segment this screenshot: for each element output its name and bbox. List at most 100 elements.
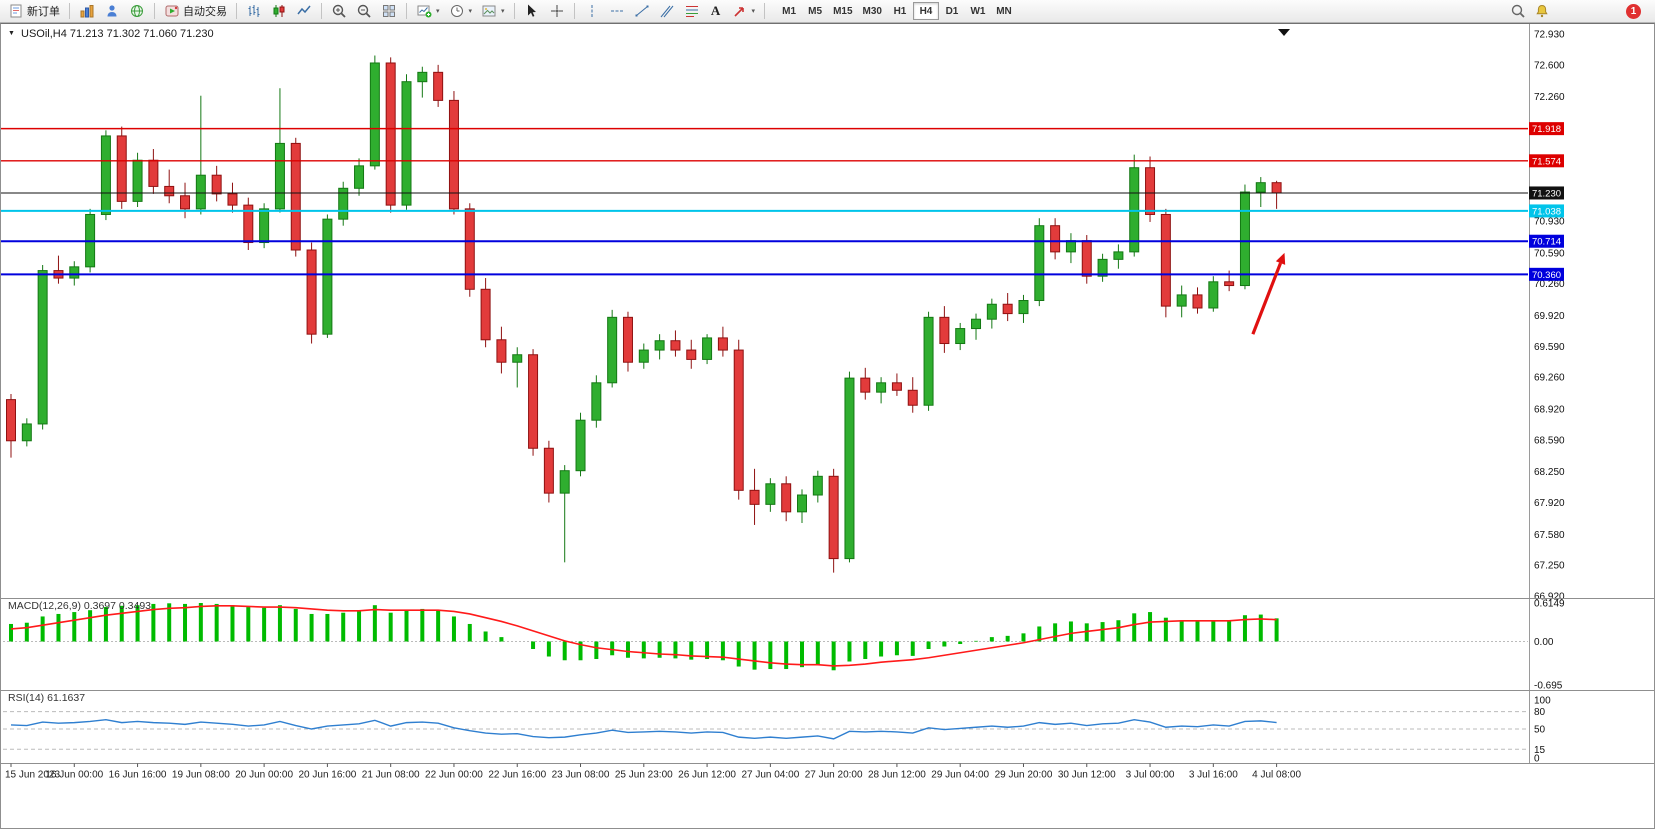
toolbar-separator xyxy=(764,3,766,19)
timeframe-m30-button[interactable]: M30 xyxy=(858,2,887,20)
timeframe-m15-button[interactable]: M15 xyxy=(828,2,857,20)
toolbar-separator xyxy=(513,3,515,19)
timeframe-d1-button[interactable]: D1 xyxy=(939,2,965,20)
bear-candle xyxy=(211,174,222,195)
zoom-out-button[interactable] xyxy=(352,1,376,21)
red-arrow-head[interactable] xyxy=(1275,252,1286,265)
dropdown-caret-icon: ▾ xyxy=(501,8,505,15)
new-order-button[interactable]: 新订单 xyxy=(4,1,64,21)
auto-trading-button[interactable]: 自动交易 xyxy=(160,1,231,21)
toolbar-separator xyxy=(236,3,237,19)
bull-candle xyxy=(369,62,380,167)
fibonacci-icon xyxy=(685,6,698,17)
new-chart-icon xyxy=(417,5,432,18)
chart-shift-icon[interactable] xyxy=(1278,29,1290,36)
current-price-line-badge xyxy=(1529,186,1564,200)
time-axis-label: 29 Jun 20:00 xyxy=(995,770,1053,781)
bull-candle xyxy=(401,81,412,206)
bull-candle xyxy=(195,174,206,210)
notifications-button[interactable] xyxy=(1530,1,1554,21)
bull-candle xyxy=(1034,225,1045,302)
timeframe-m5-button[interactable]: M5 xyxy=(802,2,828,20)
bear-candle xyxy=(686,349,697,360)
channel-button[interactable] xyxy=(655,1,679,21)
toolbar-separator xyxy=(69,3,70,19)
channel-icon xyxy=(660,5,673,18)
bear-candle xyxy=(1271,182,1282,194)
price-axis-label: 68.250 xyxy=(1534,467,1565,478)
bull-candle xyxy=(702,337,713,360)
candlestick-chart-button[interactable] xyxy=(267,1,291,21)
tile-windows-button[interactable] xyxy=(377,1,401,21)
bull-candle xyxy=(1097,258,1108,277)
timeframe-w1-button[interactable]: W1 xyxy=(965,2,991,20)
time-axis-label: 19 Jun 08:00 xyxy=(172,770,230,781)
bear-candle xyxy=(306,249,317,335)
bull-candle xyxy=(1255,182,1266,193)
search-button[interactable] xyxy=(1506,1,1530,21)
bear-candle xyxy=(148,159,159,187)
bear-candle xyxy=(180,195,191,210)
arrows-tool-button[interactable]: ▾ xyxy=(728,1,760,21)
price-axis-label: 72.600 xyxy=(1534,60,1565,71)
macd-histogram xyxy=(9,602,1279,671)
rsi-axis-label: 0 xyxy=(1534,754,1540,765)
bull-candle xyxy=(575,419,586,472)
line-chart-button[interactable] xyxy=(292,1,316,21)
price-badge-label: 71.918 xyxy=(1532,124,1561,135)
profile-button[interactable] xyxy=(100,1,124,21)
bear-candle xyxy=(243,204,254,244)
price-axis-label: 70.590 xyxy=(1534,248,1565,259)
bull-candle xyxy=(654,340,665,351)
chart-canvas[interactable]: 72.930 72.600 72.260 70.930 70.590 70.260 69.9… xyxy=(1,24,1655,830)
candlestick-chart-icon xyxy=(273,5,285,17)
bear-candle xyxy=(749,489,760,505)
bear-candle xyxy=(622,316,633,363)
bear-candle xyxy=(6,399,16,442)
time-axis-label: 20 Jun 16:00 xyxy=(298,770,356,781)
timeframe-h4-button[interactable]: H4 xyxy=(912,2,939,20)
new-chart-button[interactable]: ▾ xyxy=(412,1,444,21)
trendline-button[interactable] xyxy=(630,1,654,21)
fibonacci-button[interactable] xyxy=(680,1,704,21)
time-axis-label: 27 Jun 20:00 xyxy=(805,770,863,781)
timeframe-m1-button[interactable]: M1 xyxy=(776,2,802,20)
bull-candle xyxy=(259,208,270,244)
bull-candle xyxy=(21,423,32,442)
bear-candle xyxy=(1002,303,1013,315)
web-community-button[interactable] xyxy=(125,1,149,21)
bear-candle xyxy=(164,185,175,197)
bear-candle xyxy=(1160,213,1171,307)
periods-button[interactable]: ▾ xyxy=(445,1,477,21)
timeframe-h1-button[interactable]: H1 xyxy=(887,2,913,20)
horizontal-line-button[interactable] xyxy=(605,1,629,21)
notification-badge[interactable]: 1 xyxy=(1626,3,1641,19)
bull-candle xyxy=(1018,300,1029,315)
price-axis-label: 69.590 xyxy=(1534,342,1565,353)
text-tool-button[interactable]: A xyxy=(705,1,727,21)
red-arrow[interactable] xyxy=(1251,262,1283,335)
bull-candle xyxy=(354,165,365,189)
crosshair-button[interactable] xyxy=(545,1,569,21)
templates-button[interactable]: ▾ xyxy=(477,1,509,21)
symbol-dropdown-icon[interactable]: ▼ xyxy=(8,30,15,37)
time-axis-label: 29 Jun 04:00 xyxy=(931,770,989,781)
bull-candle xyxy=(955,328,966,345)
market-watch-button[interactable] xyxy=(75,1,99,21)
bar-chart-button[interactable] xyxy=(242,1,266,21)
bear-candle xyxy=(464,208,475,290)
bear-candle xyxy=(480,288,491,341)
price-badge-label: 71.038 xyxy=(1532,206,1561,217)
zoom-in-button[interactable] xyxy=(327,1,351,21)
timeframe-toolbar: M1 M5 M15 M30 H1 H4 D1 W1 MN xyxy=(776,2,1017,20)
bear-candle xyxy=(1081,240,1092,277)
bell-icon xyxy=(1536,4,1548,18)
vertical-line-button[interactable] xyxy=(580,1,604,21)
arrow-tool-icon xyxy=(733,7,744,17)
cursor-button[interactable] xyxy=(520,1,544,21)
tile-windows-icon xyxy=(383,5,395,17)
resistance-line-71574-badge xyxy=(1529,154,1564,168)
macd-axis-label: 0.6149 xyxy=(1534,599,1565,610)
timeframe-mn-button[interactable]: MN xyxy=(991,2,1017,20)
globe-icon xyxy=(131,5,143,17)
